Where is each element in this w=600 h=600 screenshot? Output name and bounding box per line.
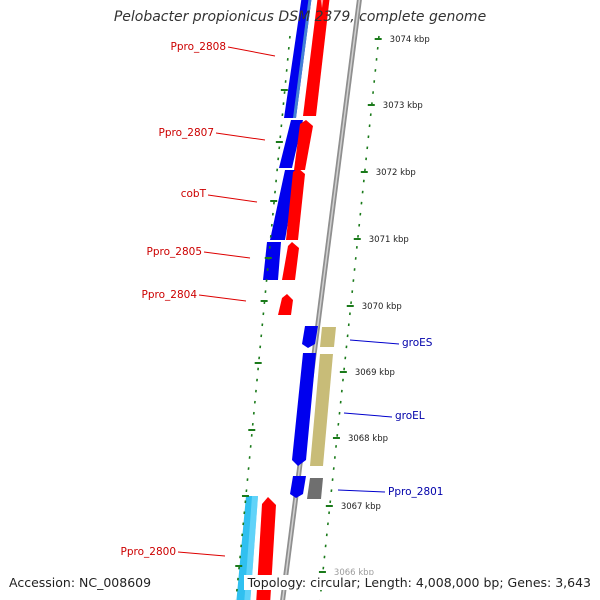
- tick-label: 3066 kbp: [334, 568, 374, 578]
- tick-label: 3072 kbp: [376, 168, 416, 178]
- gene-ppro-2805-block: [263, 242, 281, 280]
- gene-ppro-2807-block: [279, 120, 303, 168]
- gene-ppro-2804-block: [278, 294, 293, 315]
- gene-ppro-2801-block: [290, 476, 306, 498]
- gene-label-ppro-2807[interactable]: Ppro_2807: [159, 127, 214, 139]
- gene-label-ppro-2801[interactable]: Ppro_2801: [388, 486, 443, 498]
- label-leader-line: [207, 194, 258, 203]
- label-leader-line: [198, 294, 247, 302]
- lower-features: [236, 496, 276, 600]
- kbp-ticks: 3074 kbp 3073 kbp 3072 kbp 3071 kbp 3070 kbp…: [235, 35, 430, 578]
- label-leader-line: [177, 551, 226, 557]
- tick-label: 3073 kbp: [383, 101, 423, 111]
- tick-label: 3067 kbp: [341, 502, 381, 512]
- label-leader-line: [337, 489, 386, 493]
- backbone: [280, 0, 362, 600]
- tick-label: 3070 kbp: [362, 302, 402, 312]
- gene-label-ppro-2800[interactable]: Ppro_2800: [121, 546, 176, 558]
- gene-label-ppro-2805[interactable]: Ppro_2805: [147, 246, 202, 258]
- label-leader-line: [349, 339, 400, 345]
- gene-label-ppro-2804[interactable]: Ppro_2804: [142, 289, 198, 301]
- gene-cobt-block: [270, 170, 297, 240]
- gene-groel-block: [292, 353, 316, 466]
- gene-label-ppro-2808[interactable]: Ppro_2808: [171, 41, 226, 53]
- tick-guides: [235, 35, 380, 600]
- topology-summary: Topology: circular; Length: 4,008,000 bp…: [243, 575, 591, 590]
- gene-ppro-2800-block: [256, 497, 276, 600]
- gene-label-groes[interactable]: groES: [402, 337, 433, 349]
- label-leader-line: [227, 46, 276, 57]
- tick-label: 3068 kbp: [348, 434, 388, 444]
- label-leader-line: [343, 412, 393, 418]
- tick-label: 3074 kbp: [390, 35, 430, 45]
- accession-label: Accession: NC_008609: [9, 575, 156, 590]
- forward-strand-track: [278, 0, 336, 499]
- tick-label: 3069 kbp: [355, 368, 395, 378]
- tick-label: 3071 kbp: [369, 235, 409, 245]
- gene-label-cobt[interactable]: cobT: [181, 188, 207, 200]
- gene-groes-block: [302, 326, 318, 348]
- label-leader-line: [215, 132, 266, 141]
- gene-labels: Ppro_2808 Ppro_2807 cobT Ppro_2805 Ppro_2804…: [121, 41, 444, 558]
- gene-label-groel[interactable]: groEL: [395, 410, 425, 422]
- label-leader-line: [203, 251, 251, 259]
- reverse-strand-track: [263, 0, 318, 498]
- map-title: Pelobacter propionicus DSM 2379, complet…: [113, 9, 487, 25]
